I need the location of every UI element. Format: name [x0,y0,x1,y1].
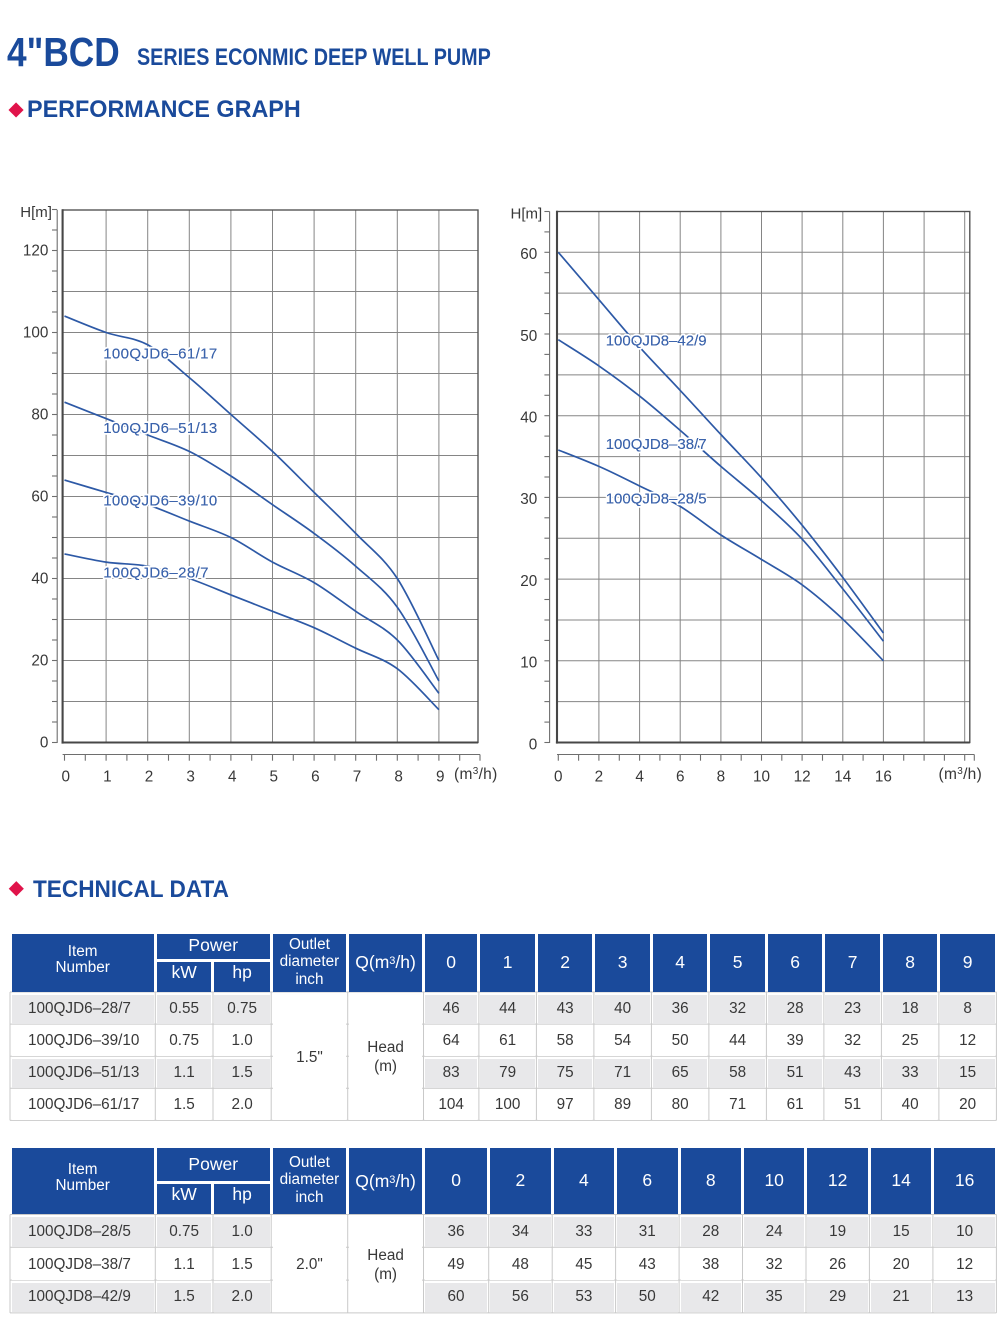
svg-text:10: 10 [520,655,537,672]
svg-text:100QJD6–61/17: 100QJD6–61/17 [103,345,217,362]
svg-text:40: 40 [31,571,48,588]
svg-text:60: 60 [31,489,48,506]
svg-text:7: 7 [353,769,362,786]
svg-text:30: 30 [520,491,537,508]
svg-text:3: 3 [186,769,195,786]
svg-text:100QJD8–38/7: 100QJD8–38/7 [606,436,707,453]
svg-text:0: 0 [554,769,563,786]
svg-text:100QJD6–51/13: 100QJD6–51/13 [103,420,217,437]
svg-text:20: 20 [31,653,48,670]
svg-text:100QJD8–28/5: 100QJD8–28/5 [606,491,707,508]
svg-text:80: 80 [31,407,48,424]
svg-text:4: 4 [635,769,644,786]
svg-text:100QJD6–39/10: 100QJD6–39/10 [103,493,217,510]
svg-text:1: 1 [103,769,112,786]
svg-text:8: 8 [394,769,403,786]
svg-text:100QJD6–28/7: 100QJD6–28/7 [103,565,209,582]
svg-text:10: 10 [753,769,770,786]
svg-text:100QJD8–28/5: 100QJD8–28/5 [606,491,707,508]
svg-text:0: 0 [40,735,49,752]
svg-text:(m3/h): (m3/h) [939,766,983,783]
svg-text:8: 8 [717,769,726,786]
svg-text:100QJD8–42/9: 100QJD8–42/9 [606,332,707,349]
svg-text:14: 14 [834,769,852,786]
svg-text:60: 60 [520,246,537,263]
svg-text:20: 20 [520,573,537,590]
svg-text:H[m]: H[m] [511,205,543,222]
svg-text:4: 4 [228,769,237,786]
svg-text:9: 9 [436,769,445,786]
svg-text:0: 0 [529,736,538,753]
svg-text:5: 5 [270,769,279,786]
svg-text:100QJD8–42/9: 100QJD8–42/9 [606,332,707,349]
svg-text:100QJD8–38/7: 100QJD8–38/7 [606,436,707,453]
svg-text:100QJD6–61/17: 100QJD6–61/17 [103,345,217,362]
svg-text:H[m]: H[m] [20,204,52,221]
svg-text:100QJD6–28/7: 100QJD6–28/7 [103,565,209,582]
svg-text:0: 0 [62,769,71,786]
svg-text:6: 6 [676,769,685,786]
svg-text:2: 2 [145,769,154,786]
svg-text:100: 100 [23,325,49,342]
svg-text:16: 16 [875,769,892,786]
svg-text:6: 6 [311,769,320,786]
svg-text:50: 50 [520,328,537,345]
svg-text:100QJD6–39/10: 100QJD6–39/10 [103,493,217,510]
svg-text:2: 2 [595,769,604,786]
svg-text:40: 40 [520,410,537,427]
svg-text:12: 12 [794,769,811,786]
svg-text:(m3/h): (m3/h) [454,766,498,783]
svg-text:100QJD6–51/13: 100QJD6–51/13 [103,420,217,437]
svg-text:120: 120 [23,243,49,260]
